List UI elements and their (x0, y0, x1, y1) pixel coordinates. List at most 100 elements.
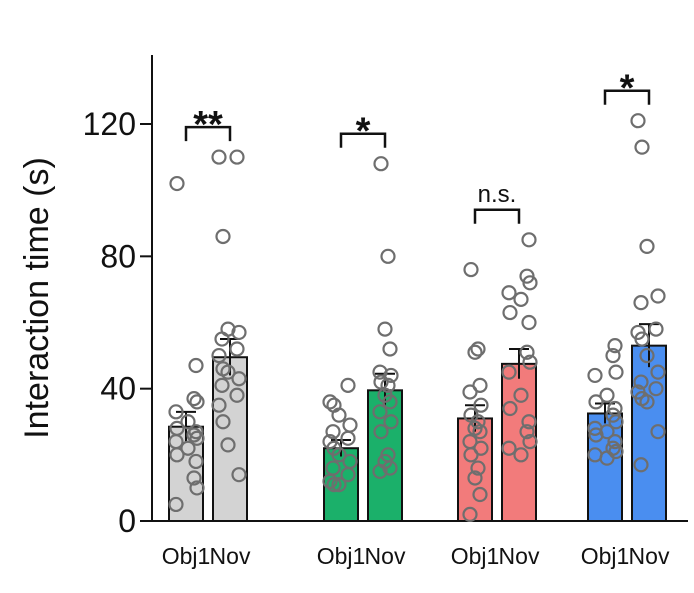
data-point (501, 440, 517, 456)
data-point (169, 175, 185, 192)
y-tick-label: 40 (100, 371, 136, 407)
data-point (470, 460, 486, 476)
data-point (648, 381, 664, 397)
data-point (633, 295, 649, 311)
data-point (650, 288, 666, 304)
data-point (340, 467, 356, 483)
data-point (633, 457, 649, 473)
data-point (607, 434, 623, 450)
data-point (605, 347, 621, 364)
data-point (377, 321, 393, 337)
data-point (522, 354, 538, 370)
x-tick-label: Nov (365, 543, 406, 569)
data-point (373, 156, 389, 172)
data-point (522, 275, 538, 291)
data-point (513, 291, 529, 307)
data-point (380, 248, 396, 264)
data-point (331, 447, 347, 463)
data-point (220, 437, 236, 453)
data-point (608, 414, 624, 430)
data-point (382, 341, 398, 357)
data-point (342, 417, 358, 433)
data-point (220, 364, 236, 380)
x-tick-label: Nov (629, 543, 670, 569)
data-point (168, 496, 184, 513)
significance-bracket (339, 132, 387, 148)
significance-bracket (603, 89, 651, 105)
significance-bracket (473, 208, 521, 224)
data-point (502, 304, 518, 321)
data-point (463, 261, 479, 278)
data-point (513, 387, 529, 403)
data-point (630, 113, 646, 129)
significance-label: * (356, 111, 371, 153)
data-point (231, 467, 247, 483)
data-point (186, 470, 202, 486)
data-point (599, 450, 615, 466)
data-point (189, 430, 205, 446)
data-point (211, 149, 227, 165)
data-point (372, 404, 388, 420)
y-tick-label: 80 (100, 238, 136, 274)
data-point (322, 473, 338, 489)
data-point (211, 397, 227, 413)
data-point (522, 434, 538, 450)
data-point (340, 430, 356, 446)
data-point (521, 414, 537, 430)
data-point (188, 357, 204, 374)
data-point (650, 364, 666, 380)
data-point (513, 447, 529, 463)
data-point (633, 374, 649, 390)
data-point (168, 404, 184, 420)
data-point (340, 377, 356, 393)
data-point (588, 394, 604, 410)
data-point (463, 447, 479, 463)
data-point (587, 367, 603, 384)
data-point (462, 384, 478, 400)
data-point (188, 453, 204, 470)
y-tick-label: 0 (118, 503, 136, 539)
data-point (502, 400, 518, 417)
data-point (373, 424, 389, 440)
data-point (382, 394, 398, 410)
data-point (519, 424, 535, 440)
data-point (650, 424, 666, 440)
x-tick-label: Obj1 (451, 543, 500, 569)
data-point (231, 371, 247, 387)
data-point (519, 344, 535, 360)
data-point (380, 377, 396, 393)
data-point (501, 285, 517, 301)
data-point (322, 394, 338, 410)
data-point (229, 149, 245, 165)
data-point (214, 331, 230, 347)
data-point (639, 347, 655, 364)
data-point (186, 427, 202, 443)
data-point (215, 414, 231, 430)
data-point (382, 460, 398, 476)
x-tick-label: Nov (499, 543, 540, 569)
data-point (331, 407, 347, 423)
x-tick-label: Obj1 (317, 543, 366, 569)
significance-bracket (184, 125, 232, 142)
data-point (372, 463, 388, 479)
y-tick-label: 120 (83, 106, 136, 142)
data-point (180, 440, 196, 456)
bar (631, 344, 667, 522)
data-point (521, 232, 537, 248)
y-axis-label: Interaction time (s) (18, 157, 56, 439)
data-point (373, 374, 389, 390)
data-point (467, 344, 483, 360)
x-tick-label: Nov (210, 543, 251, 569)
data-point (383, 414, 399, 430)
data-point (473, 397, 489, 413)
data-point (462, 506, 478, 522)
data-point (608, 364, 624, 380)
data-point (229, 387, 245, 403)
data-point (521, 314, 537, 331)
data-point (639, 394, 655, 410)
data-point (231, 324, 247, 341)
data-point (180, 414, 196, 430)
data-point (501, 364, 517, 380)
